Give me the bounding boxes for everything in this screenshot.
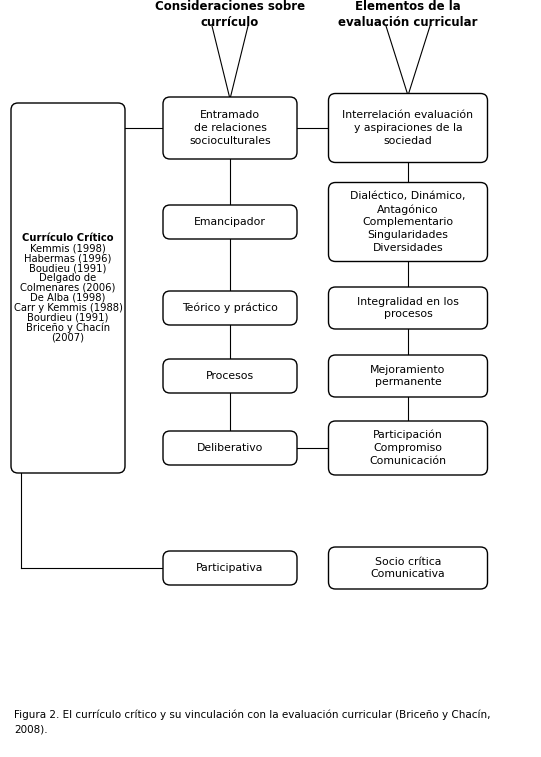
FancyBboxPatch shape	[328, 94, 487, 163]
FancyBboxPatch shape	[328, 547, 487, 589]
Text: Consideraciones sobre
currículo: Consideraciones sobre currículo	[155, 0, 305, 29]
Text: Interrelación evaluación
y aspiraciones de la
sociedad: Interrelación evaluación y aspiraciones …	[342, 111, 473, 146]
Text: Socio crítica
Comunicativa: Socio crítica Comunicativa	[371, 556, 445, 579]
Text: Mejoramiento
permanente: Mejoramiento permanente	[370, 365, 446, 388]
FancyBboxPatch shape	[163, 97, 297, 159]
FancyBboxPatch shape	[328, 287, 487, 329]
Text: Figura 2. El currículo crítico y su vinculación con la evaluación curricular (Br: Figura 2. El currículo crítico y su vinc…	[14, 710, 491, 734]
Text: Habermas (1996): Habermas (1996)	[24, 253, 111, 263]
FancyBboxPatch shape	[163, 205, 297, 239]
FancyBboxPatch shape	[328, 355, 487, 397]
FancyBboxPatch shape	[163, 431, 297, 465]
Text: Colmenares (2006): Colmenares (2006)	[21, 283, 116, 293]
Text: Emancipador: Emancipador	[194, 217, 266, 227]
Text: (2007): (2007)	[51, 332, 84, 343]
Text: Dialéctico, Dinámico,
Antagónico
Complementario
Singularidades
Diversidades: Dialéctico, Dinámico, Antagónico Complem…	[350, 191, 466, 253]
Text: Delgado de: Delgado de	[39, 273, 97, 283]
Text: Deliberativo: Deliberativo	[197, 443, 263, 453]
Text: Entramado
de relaciones
socioculturales: Entramado de relaciones socioculturales	[189, 111, 271, 146]
FancyBboxPatch shape	[163, 551, 297, 585]
FancyBboxPatch shape	[11, 103, 125, 473]
Text: Integralidad en los
procesos: Integralidad en los procesos	[357, 297, 459, 319]
Text: Teórico y práctico: Teórico y práctico	[182, 303, 278, 313]
Text: Briceño y Chacín: Briceño y Chacín	[26, 322, 110, 333]
Text: Participación
Compromiso
Comunicación: Participación Compromiso Comunicación	[370, 430, 446, 466]
Text: De Alba (1998): De Alba (1998)	[30, 293, 105, 303]
Text: Currículo Crítico: Currículo Crítico	[22, 233, 114, 243]
FancyBboxPatch shape	[163, 291, 297, 325]
FancyBboxPatch shape	[328, 182, 487, 261]
Text: Elementos de la
evaluación curricular: Elementos de la evaluación curricular	[338, 0, 478, 29]
Text: Carr y Kemmis (1988): Carr y Kemmis (1988)	[14, 303, 122, 313]
Text: Boudieu (1991): Boudieu (1991)	[29, 263, 107, 273]
Text: Participativa: Participativa	[196, 563, 263, 573]
FancyBboxPatch shape	[163, 359, 297, 393]
Text: Procesos: Procesos	[206, 371, 254, 381]
Text: Kemmis (1998): Kemmis (1998)	[30, 243, 106, 254]
FancyBboxPatch shape	[328, 421, 487, 475]
Text: Bourdieu (1991): Bourdieu (1991)	[27, 313, 109, 322]
